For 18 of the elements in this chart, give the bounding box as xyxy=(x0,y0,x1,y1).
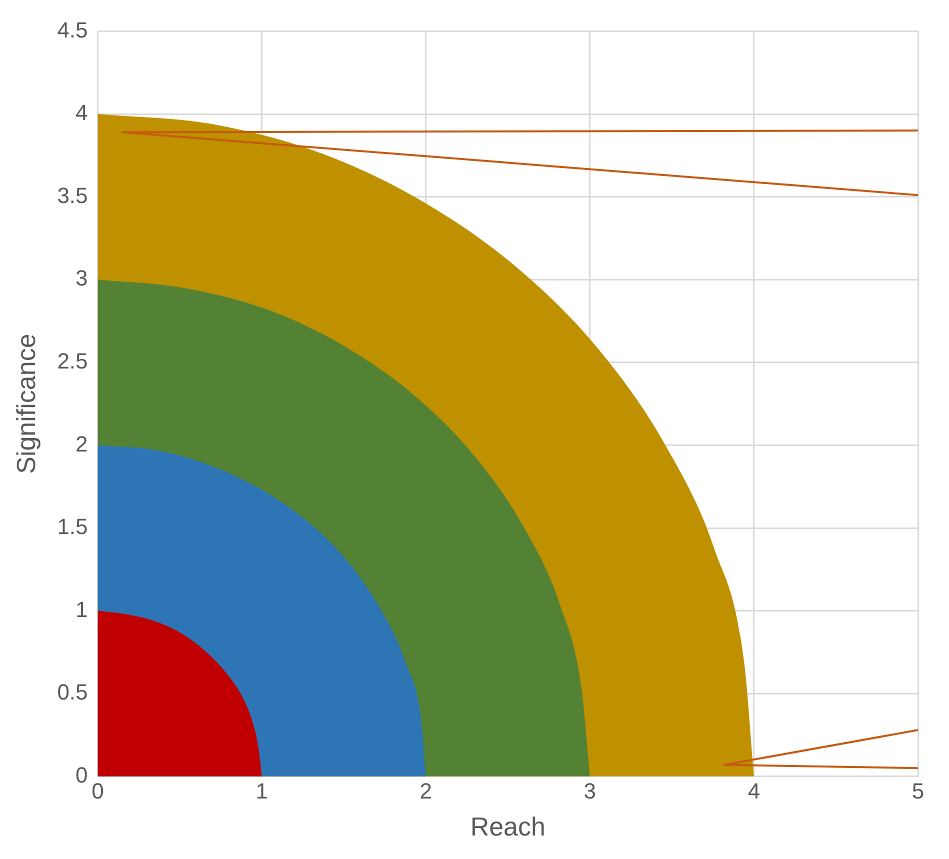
y-tick-label: 1 xyxy=(76,596,88,622)
y-tick-label: 3 xyxy=(76,266,88,291)
y-tick-label: 0 xyxy=(76,762,88,788)
y-tick-label: 2 xyxy=(76,431,88,456)
y-tick-label: 1.5 xyxy=(57,514,88,540)
y-tick-label: 0.5 xyxy=(57,680,88,705)
x-tick-label: 3 xyxy=(584,778,596,804)
y-tick-label: 4.5 xyxy=(57,17,88,42)
x-axis-title: Reach xyxy=(470,812,546,842)
x-tick-label: 4 xyxy=(748,778,760,804)
y-tick-label: 2.5 xyxy=(57,348,88,374)
y-tick-label: 4 xyxy=(76,100,88,126)
x-tick-label: 0 xyxy=(92,778,104,804)
y-tick-label: 3.5 xyxy=(57,182,88,208)
x-tick-label: 5 xyxy=(912,778,924,804)
x-tick-label: 2 xyxy=(420,778,432,804)
y-axis-title: Significance xyxy=(10,334,41,474)
x-tick-label: 1 xyxy=(256,778,268,804)
